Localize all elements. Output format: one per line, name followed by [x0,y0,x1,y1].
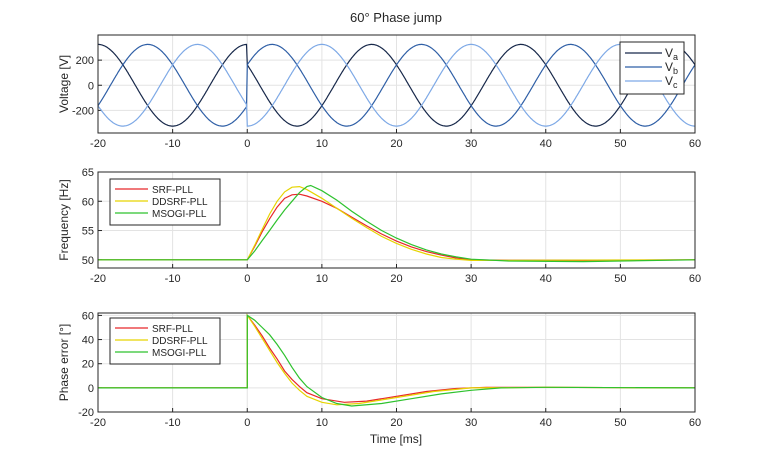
subplot-1: -20 -10 0 10 20 30 40 50 60 -200 0 200 Voltage [V] Va… [57,34,701,150]
series-line-msogi-pll [98,314,695,407]
x-tick-label: 60 [689,138,701,150]
legend-box [109,317,221,365]
y-tick-label: 60 [82,196,94,208]
x-tick-label: 10 [316,138,328,150]
x-tick-label: 50 [614,138,626,150]
subplot-2: -20 -10 0 10 20 30 40 50 60 50 55 60 65 Frequency [Hz… [57,167,701,285]
series-line-vc [98,43,695,127]
x-tick-label: 0 [244,138,250,150]
legend-entry: MSOGI-PLL [152,209,207,220]
legend-entry: DDSRF-PLL [152,197,208,208]
x-tick-label: 0 [244,273,250,285]
y-tick-label: 65 [82,167,94,179]
series-group [98,184,695,263]
x-tick-label: -20 [90,417,106,429]
series-line-ddsrf-pll [98,313,695,406]
legend-box [109,178,221,226]
x-tick-label: -10 [165,417,181,429]
x-tick-label: 10 [316,273,328,285]
axes-box [97,312,696,413]
legend-box [619,41,685,95]
subplot-3: -20 -10 0 10 20 30 40 50 60 -20 0 20 40 60 Phase error… [57,310,701,429]
axes-box [97,171,696,269]
x-tick-label: 10 [316,417,328,429]
series-line-srf-pll [98,313,695,403]
series-line-msogi-pll [98,184,695,263]
series-line-ddsrf-pll [98,185,695,262]
x-tick-label: -10 [165,273,181,285]
y-tick-label: 40 [82,335,94,347]
x-tick-label: 30 [465,138,477,150]
y-tick-label: -20 [78,407,94,419]
y-tick-label: 50 [82,255,94,267]
x-tick-label: -20 [90,273,106,285]
y-tick-label: 0 [88,383,94,395]
y-tick-label: 55 [82,226,94,238]
legend-entry: DDSRF-PLL [152,336,208,347]
legend-entry: SRF-PLL [152,185,194,196]
y-tick-label: 200 [76,55,94,67]
x-tick-label: -10 [165,138,181,150]
legend-entry: SRF-PLL [152,324,194,335]
x-tick-label: 20 [390,273,402,285]
x-tick-label: -20 [90,138,106,150]
x-tick-label: 50 [614,273,626,285]
chart-title: 60° Phase jump [350,10,442,25]
x-tick-label: 40 [540,417,552,429]
x-tick-label: 40 [540,138,552,150]
x-tick-label: 60 [689,417,701,429]
x-tick-label: 20 [390,138,402,150]
x-tick-label: 20 [390,417,402,429]
x-axis-label: Time [ms] [370,432,422,446]
axes-box [97,34,696,134]
x-tick-label: 0 [244,417,250,429]
x-tick-label: 60 [689,273,701,285]
y-axis-label: Frequency [Hz] [57,179,71,260]
y-axis-label: Voltage [V] [57,55,71,113]
x-tick-label: 30 [465,417,477,429]
series-group [98,43,695,127]
x-tick-label: 30 [465,273,477,285]
y-axis-label: Phase error [°] [57,324,71,402]
x-tick-label: 50 [614,417,626,429]
series-group [98,313,695,407]
legend-entry: MSOGI-PLL [152,348,207,359]
y-tick-label: 60 [82,310,94,322]
y-tick-label: 20 [82,359,94,371]
x-tick-label: 40 [540,273,552,285]
y-tick-label: 0 [88,80,94,92]
y-tick-label: -200 [72,105,94,117]
